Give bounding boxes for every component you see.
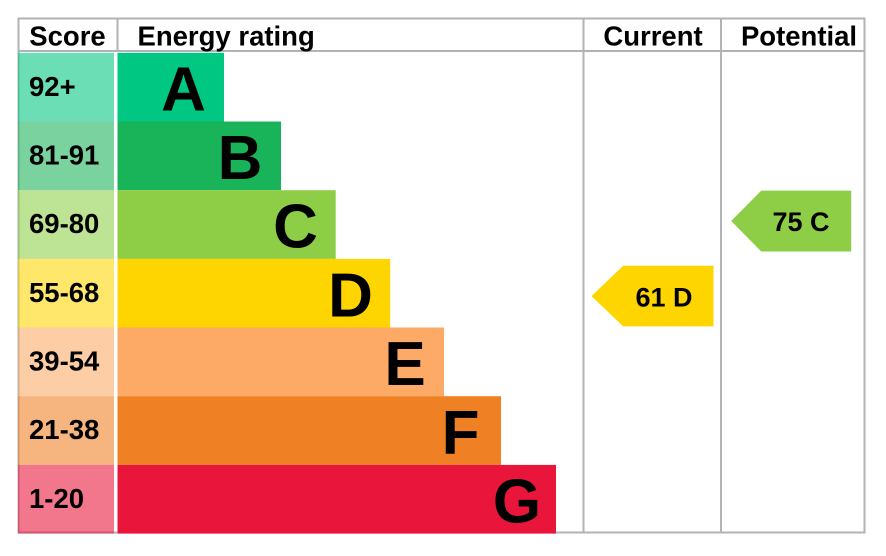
svg-text:92+: 92+: [29, 71, 76, 102]
svg-text:75 C: 75 C: [772, 207, 829, 237]
svg-text:39-54: 39-54: [29, 346, 100, 377]
svg-text:Potential: Potential: [741, 21, 857, 52]
svg-text:B: B: [218, 124, 263, 193]
svg-text:C: C: [273, 193, 318, 262]
svg-text:81-91: 81-91: [29, 140, 99, 171]
svg-text:1-20: 1-20: [29, 483, 84, 514]
svg-text:D: D: [328, 261, 373, 330]
svg-text:21-38: 21-38: [29, 414, 99, 445]
svg-text:Score: Score: [29, 21, 105, 52]
svg-text:61 D: 61 D: [635, 283, 692, 313]
svg-text:F: F: [442, 399, 480, 468]
svg-text:E: E: [384, 330, 425, 399]
svg-text:55-68: 55-68: [29, 277, 99, 308]
svg-text:Energy rating: Energy rating: [138, 21, 315, 52]
svg-text:69-80: 69-80: [29, 208, 99, 239]
svg-text:G: G: [493, 467, 541, 536]
svg-text:Current: Current: [603, 21, 702, 52]
svg-text:A: A: [161, 55, 206, 124]
